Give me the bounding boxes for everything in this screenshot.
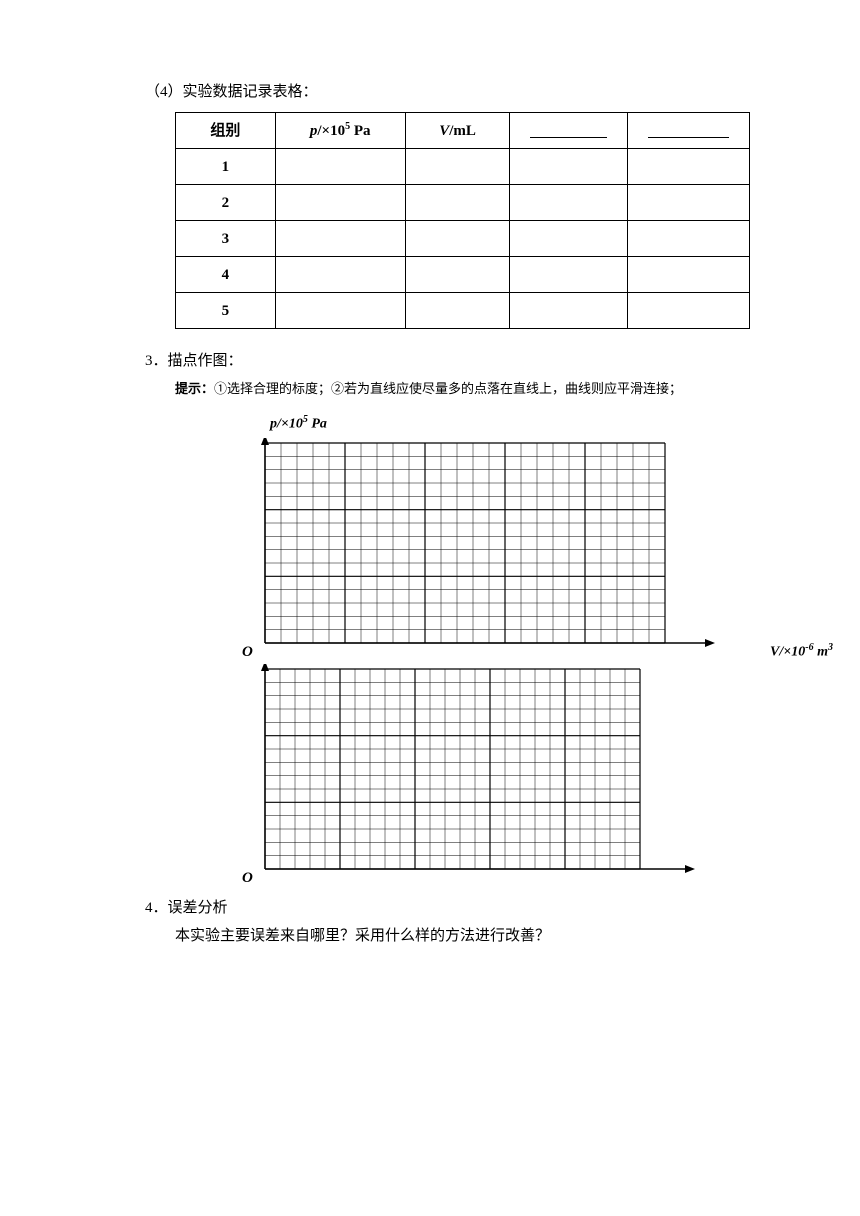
chart-1-area: p/×105 Pa O V/×10-6 m3 (260, 412, 755, 656)
hint-text: 提示：①选择合理的标度；②若为直线应使尽量多的点落在直线上，曲线则应平滑连接； (175, 379, 755, 400)
header-pressure: p/×105 Pa (275, 113, 405, 149)
section-4-error: 4．误差分析 本实验主要误差来自哪里？采用什么样的方法进行改善？ (145, 896, 755, 948)
row-label: 3 (176, 221, 276, 257)
header-blank-2 (628, 113, 750, 149)
table-header-row: 组别 p/×105 Pa V/mL (176, 113, 750, 149)
table-row: 4 (176, 257, 750, 293)
table-row: 3 (176, 221, 750, 257)
chart-1-origin: O (242, 640, 253, 664)
chart-1-x-label: V/×10-6 m3 (770, 640, 833, 664)
row-label: 4 (176, 257, 276, 293)
error-question: 本实验主要误差来自哪里？采用什么样的方法进行改善？ (175, 924, 755, 948)
header-volume: V/mL (405, 113, 510, 149)
chart-2-origin: O (242, 866, 253, 890)
chart-2-area: O (260, 664, 755, 882)
section-4-header: （4）实验数据记录表格： (145, 80, 755, 104)
table-row: 1 (176, 149, 750, 185)
chart-1-y-label: p/×105 Pa (270, 412, 755, 436)
row-label: 5 (176, 293, 276, 329)
data-table-container: 组别 p/×105 Pa V/mL 1 2 3 4 5 (175, 112, 755, 329)
chart-1-grid: O V/×10-6 m3 (260, 438, 755, 656)
row-label: 1 (176, 149, 276, 185)
table-row: 5 (176, 293, 750, 329)
row-label: 2 (176, 185, 276, 221)
header-group: 组别 (176, 113, 276, 149)
header-blank-1 (510, 113, 628, 149)
error-title: 4．误差分析 (145, 896, 755, 920)
chart-2-grid: O (260, 664, 755, 882)
section-3-title: 3．描点作图： (145, 349, 755, 373)
data-table: 组别 p/×105 Pa V/mL 1 2 3 4 5 (175, 112, 750, 329)
table-row: 2 (176, 185, 750, 221)
